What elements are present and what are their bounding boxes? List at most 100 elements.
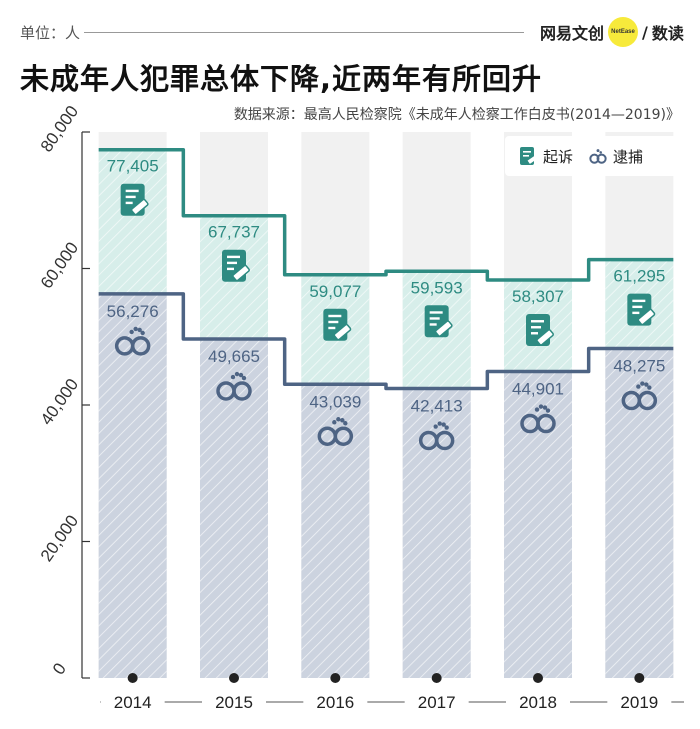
handcuffs-chain-link: [441, 422, 446, 427]
gavel-document-icon-line: [632, 305, 643, 309]
handcuffs-icon-ring: [333, 426, 354, 447]
gavel-document-icon-line: [227, 267, 234, 271]
handcuffs-chain-link: [545, 408, 551, 413]
handcuffs-chain-link: [647, 385, 652, 390]
y-tick-label: 0: [49, 660, 70, 679]
gavel-head-icon: [232, 264, 250, 282]
y-tick-label: 80,000: [37, 102, 82, 155]
handcuffs-chain-link: [140, 330, 145, 336]
prosecution-value-label: 61,295: [613, 267, 665, 286]
gavel-document-icon-line: [125, 201, 133, 205]
x-tick-label: 2019: [620, 693, 658, 712]
data-source: 数据来源：最高人民检察院《未成年人检察工作白皮书(2014—2019)》: [233, 107, 680, 123]
handcuffs-chain-link: [644, 382, 649, 387]
gavel-document-icon-line: [531, 326, 541, 329]
gavel-document-icon-line: [429, 311, 443, 314]
x-tick-label: 2015: [215, 693, 253, 712]
handcuffs-chain-link: [538, 404, 544, 409]
handcuffs-icon-ring: [232, 381, 252, 401]
arrest-value-label: 48,275: [613, 357, 665, 376]
gavel-document-icon-line: [328, 314, 342, 318]
handcuffs-chain-link: [444, 425, 449, 430]
arrest-line: [98, 292, 674, 391]
y-tick-label: 40,000: [37, 375, 82, 428]
x-axis-dot: [229, 673, 239, 683]
y-tick-label: 60,000: [37, 239, 82, 292]
gavel-document-icon-line: [531, 320, 544, 323]
handcuffs-icon-ring: [130, 336, 151, 356]
handcuffs-chain-link: [230, 374, 236, 380]
gavel-head-icon: [333, 323, 352, 341]
gavel-document-icon-line: [227, 261, 237, 265]
prosecution-value-label: 59,593: [411, 278, 463, 297]
legend-prosecution-label: 起诉: [543, 147, 574, 166]
x-axis-dot: [431, 673, 442, 683]
gavel-document-icon-line: [328, 320, 339, 324]
gavel-head-icon: [434, 320, 453, 337]
legend-item-prosecution: 起诉: [519, 146, 573, 167]
handcuffs-chain-link: [542, 405, 548, 410]
handcuffs-chain-link: [534, 407, 540, 412]
unit-label: 单位：人: [20, 24, 81, 42]
legend: 起诉 逮捕: [505, 136, 685, 176]
brand-subname: 数读: [651, 24, 684, 43]
gavel-document-icon: [520, 147, 537, 165]
gavel-document-icon-line: [125, 195, 136, 199]
handcuffs-chain-link: [238, 372, 244, 378]
arrest-value-label: 43,039: [309, 392, 361, 411]
arrest-bar-hatch: [504, 371, 572, 678]
handcuffs-chain-link: [234, 371, 240, 377]
gavel-document-icon-line: [227, 255, 240, 259]
brand-name: 网易文创: [540, 24, 605, 43]
handcuffs-chain-link: [241, 375, 247, 381]
arrest-bar-hatch: [301, 384, 370, 678]
prosecution-value-label: 59,077: [309, 282, 361, 301]
x-axis-dot: [634, 673, 645, 683]
gavel-head-icon: [536, 329, 554, 346]
handcuffs-chain-link: [343, 421, 348, 426]
arrest-bar-hatch: [402, 388, 471, 678]
handcuffs-chain-link: [332, 420, 337, 425]
x-axis-dot: [330, 673, 341, 683]
gavel-document-icon-line: [125, 189, 139, 193]
handcuffs-chain-link: [433, 424, 438, 429]
arrest-value-label: 44,901: [512, 380, 564, 399]
handcuffs-icon: [589, 149, 607, 164]
prosecution-value-label: 58,307: [512, 287, 564, 306]
legend-arrest-label: 逮捕: [613, 147, 644, 166]
arrest-bar-hatch: [98, 293, 167, 678]
y-tick-label: 20,000: [37, 512, 82, 565]
chart-title: 未成年人犯罪总体下降,近两年有所回升: [20, 62, 543, 96]
gavel-head-icon: [637, 308, 656, 326]
gavel-document-icon-line: [328, 326, 336, 330]
brand-logo: 网易文创 NetEase / 数读: [540, 17, 684, 47]
prosecution-bar-hatch: [98, 149, 167, 294]
arrest-value-label: 49,665: [208, 347, 260, 366]
handcuffs-icon-ring: [637, 390, 658, 411]
handcuffs-chain-link: [129, 329, 134, 335]
x-axis-dot: [127, 673, 138, 683]
x-tick-label: 2017: [418, 693, 456, 712]
prosecution-line: [98, 147, 674, 282]
gavel-document-icon-line: [429, 323, 437, 326]
handcuffs-chain-link: [640, 381, 645, 386]
x-tick-label: 2014: [114, 693, 152, 712]
x-tick-label: 2018: [519, 693, 557, 712]
arrest-value-label: 56,276: [107, 302, 159, 321]
legend-item-arrest: 逮捕: [589, 146, 643, 167]
handcuffs-chain-link: [133, 326, 138, 332]
handcuffs-chain-link: [437, 421, 442, 426]
handcuffs-chain-link: [340, 418, 345, 423]
gavel-head-icon: [130, 198, 149, 216]
header-divider: [84, 32, 524, 33]
x-axis-dot: [533, 673, 543, 683]
brand-dot: NetEase: [608, 17, 639, 47]
prosecution-value-label: 67,737: [208, 223, 260, 242]
gavel-document-icon-line: [429, 317, 440, 320]
x-tick-label: 2016: [316, 693, 354, 712]
brand-separator: /: [642, 22, 648, 42]
handcuffs-chain-link: [636, 384, 641, 389]
gavel-document-icon-line: [632, 311, 640, 315]
